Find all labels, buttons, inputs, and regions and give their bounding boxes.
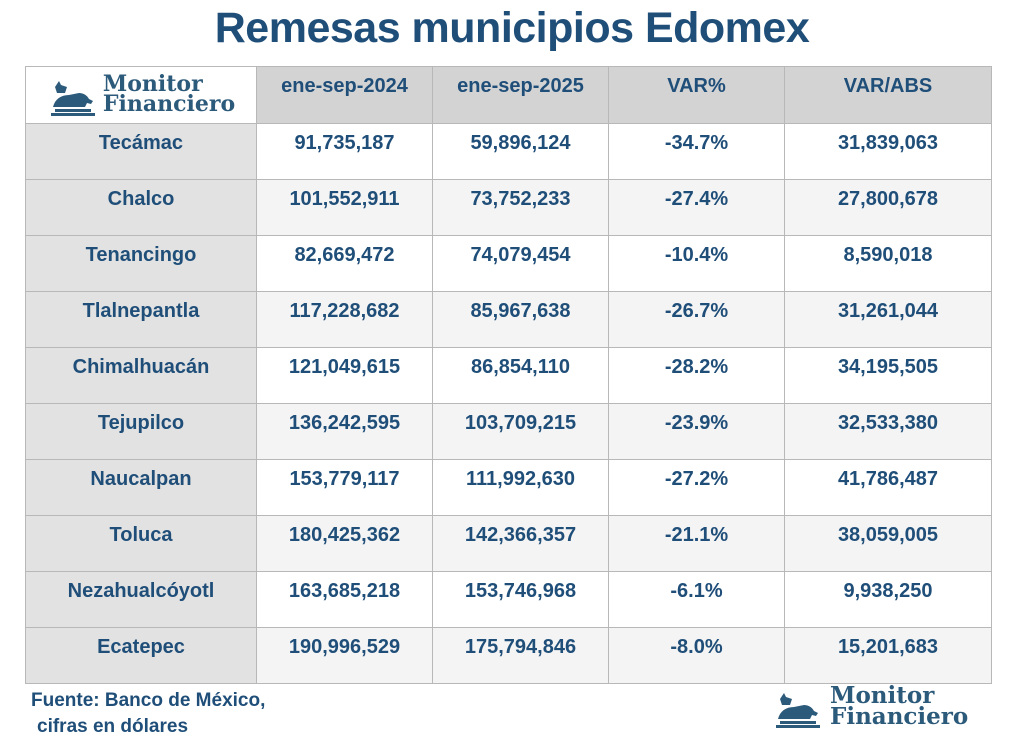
- column-header: VAR/ABS: [784, 66, 992, 124]
- table-row: Tecámac 91,735,187 59,896,124 -34.7% 31,839,…: [25, 123, 992, 180]
- var-abs-cell: 9,938,250: [784, 571, 992, 628]
- municipality-cell: Chalco: [25, 179, 257, 236]
- column-header: ene-sep-2024: [256, 66, 433, 124]
- value-2024-cell: 136,242,595: [256, 403, 433, 460]
- table-row: Toluca 180,425,362 142,366,357 -21.1% 38,059…: [25, 515, 992, 572]
- var-pct-cell: -26.7%: [608, 291, 785, 348]
- var-abs-cell: 27,800,678: [784, 179, 992, 236]
- value-2024-cell: 101,552,911: [256, 179, 433, 236]
- logo-line-2: Financiero: [102, 91, 236, 117]
- municipality-cell: Nezahualcóyotl: [25, 571, 257, 628]
- var-pct-cell: -28.2%: [608, 347, 785, 404]
- municipality-cell: Tlalnepantla: [25, 291, 257, 348]
- municipality-cell: Tejupilco: [25, 403, 257, 460]
- column-header: VAR%: [608, 66, 785, 124]
- value-2025-cell: 142,366,357: [432, 515, 609, 572]
- monitor-financiero-logo: Monitor Financiero: [26, 73, 256, 117]
- table-row: Naucalpan 153,779,117 111,992,630 -27.2% 41,…: [25, 459, 992, 516]
- municipality-cell: Ecatepec: [25, 627, 257, 684]
- units-line: cifras en dólares: [37, 716, 189, 737]
- var-pct-cell: -10.4%: [608, 235, 785, 292]
- var-pct-cell: -21.1%: [608, 515, 785, 572]
- logo-line-2: Financiero: [830, 703, 969, 730]
- value-2025-cell: 73,752,233: [432, 179, 609, 236]
- municipality-cell: Chimalhuacán: [25, 347, 257, 404]
- var-abs-cell: 32,533,380: [784, 403, 992, 460]
- var-pct-cell: -8.0%: [608, 627, 785, 684]
- var-pct-cell: -6.1%: [608, 571, 785, 628]
- value-2024-cell: 163,685,218: [256, 571, 433, 628]
- table-row: Tejupilco 136,242,595 103,709,215 -23.9% 32,…: [25, 403, 992, 460]
- value-2024-cell: 117,228,682: [256, 291, 433, 348]
- header-row: Monitor Financiero ene-sep-2024 ene-sep-2…: [25, 66, 992, 124]
- var-abs-cell: 38,059,005: [784, 515, 992, 572]
- municipality-cell: Naucalpan: [25, 459, 257, 516]
- var-pct-cell: -34.7%: [608, 123, 785, 180]
- var-abs-cell: 34,195,505: [784, 347, 992, 404]
- var-pct-cell: -27.2%: [608, 459, 785, 516]
- page-title: Remesas municipios Edomex: [214, 4, 810, 52]
- column-header: ene-sep-2025: [432, 66, 609, 124]
- value-2025-cell: 86,854,110: [432, 347, 609, 404]
- table-row: Chalco 101,552,911 73,752,233 -27.4% 27,800,…: [25, 179, 992, 236]
- bull-icon: [50, 81, 95, 116]
- value-2024-cell: 82,669,472: [256, 235, 433, 292]
- value-2025-cell: 103,709,215: [432, 403, 609, 460]
- remittances-table: Monitor Financiero ene-sep-2024 ene-sep-2…: [25, 66, 992, 684]
- var-abs-cell: 8,590,018: [784, 235, 992, 292]
- monitor-financiero-logo-footer: Monitor Financiero: [770, 682, 969, 730]
- municipality-cell: Tecámac: [25, 123, 257, 180]
- table-row: Nezahualcóyotl 163,685,218 153,746,968 -6.1…: [25, 571, 992, 628]
- value-2025-cell: 175,794,846: [432, 627, 609, 684]
- logo-line-1: Monitor: [102, 71, 203, 98]
- table-row: Tenancingo 82,669,472 74,079,454 -10.4% 8,59…: [25, 235, 992, 292]
- logo-cell: Monitor Financiero: [25, 66, 257, 124]
- table-row: Chimalhuacán 121,049,615 86,854,110 -28.2% 3…: [25, 347, 992, 404]
- value-2025-cell: 153,746,968: [432, 571, 609, 628]
- municipality-cell: Tenancingo: [25, 235, 257, 292]
- value-2024-cell: 153,779,117: [256, 459, 433, 516]
- source-line: Fuente: Banco de México,: [31, 690, 266, 711]
- var-pct-cell: -27.4%: [608, 179, 785, 236]
- table-row: Tlalnepantla 117,228,682 85,967,638 -26.7% 3…: [25, 291, 992, 348]
- var-abs-cell: 41,786,487: [784, 459, 992, 516]
- logo-line-1: Monitor: [830, 682, 935, 710]
- source-note: Fuente: Banco de México, cifras en dólar…: [31, 688, 265, 740]
- var-abs-cell: 31,261,044: [784, 291, 992, 348]
- var-pct-cell: -23.9%: [608, 403, 785, 460]
- value-2025-cell: 85,967,638: [432, 291, 609, 348]
- value-2024-cell: 180,425,362: [256, 515, 433, 572]
- bull-icon: [776, 693, 820, 728]
- municipality-cell: Toluca: [25, 515, 257, 572]
- value-2024-cell: 121,049,615: [256, 347, 433, 404]
- var-abs-cell: 31,839,063: [784, 123, 992, 180]
- value-2024-cell: 91,735,187: [256, 123, 433, 180]
- value-2024-cell: 190,996,529: [256, 627, 433, 684]
- table-row: Ecatepec 190,996,529 175,794,846 -8.0% 15,20…: [25, 627, 992, 684]
- value-2025-cell: 74,079,454: [432, 235, 609, 292]
- value-2025-cell: 59,896,124: [432, 123, 609, 180]
- var-abs-cell: 15,201,683: [784, 627, 992, 684]
- value-2025-cell: 111,992,630: [432, 459, 609, 516]
